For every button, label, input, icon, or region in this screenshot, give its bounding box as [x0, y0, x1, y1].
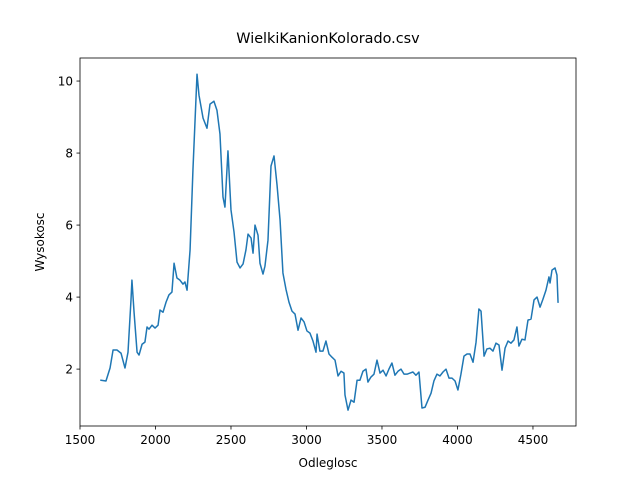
- data-line: [100, 73, 559, 411]
- x-tick-label: 4500: [518, 433, 549, 447]
- plot-frame: [79, 57, 577, 427]
- y-tick-label: 4: [65, 291, 73, 305]
- y-tick-label: 10: [58, 75, 73, 89]
- x-axis-label: Odleglosc: [299, 456, 358, 470]
- y-tick-label: 2: [65, 363, 73, 377]
- chart-title: WielkiKanionKolorado.csv: [236, 31, 420, 47]
- x-tick-label: 1500: [65, 433, 96, 447]
- y-tick-label: 6: [65, 219, 73, 233]
- x-tick-label: 3000: [291, 433, 322, 447]
- x-tick-label: 4000: [442, 433, 473, 447]
- y-axis-label: Wysokosc: [33, 212, 47, 271]
- y-tick-label: 8: [65, 147, 73, 161]
- x-tick-label: 2500: [216, 433, 247, 447]
- x-tick-label: 2000: [140, 433, 171, 447]
- x-tick-label: 3500: [367, 433, 398, 447]
